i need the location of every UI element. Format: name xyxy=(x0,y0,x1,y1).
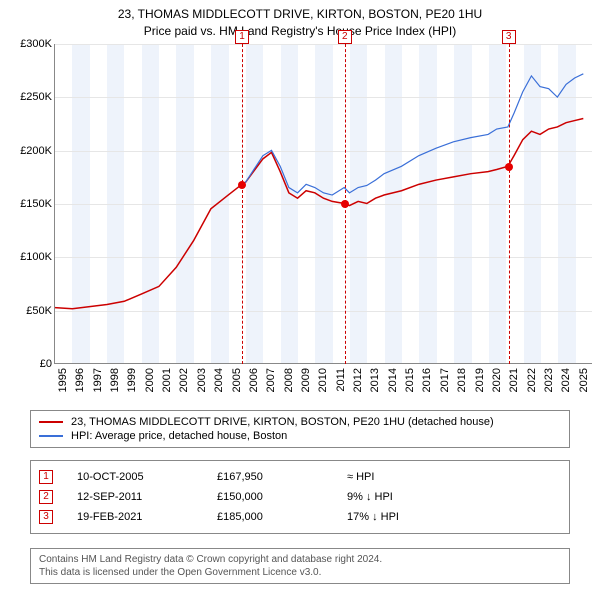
legend-swatch xyxy=(39,421,63,423)
attribution: Contains HM Land Registry data © Crown c… xyxy=(30,548,570,584)
x-tick-label: 2003 xyxy=(196,368,208,392)
x-tick-label: 2017 xyxy=(439,368,451,392)
sale-date: 10-OCT-2005 xyxy=(77,471,217,483)
sale-row: 3 19-FEB-2021£185,00017% ↓ HPI xyxy=(39,507,561,527)
y-tick-label: £50K xyxy=(26,305,52,317)
y-tick-label: £100K xyxy=(20,251,52,263)
x-tick-label: 2005 xyxy=(231,368,243,392)
sale-price: £150,000 xyxy=(217,491,347,503)
sale-number-badge: 2 xyxy=(39,490,53,504)
x-tick-label: 2000 xyxy=(144,368,156,392)
legend-item: 23, THOMAS MIDDLECOTT DRIVE, KIRTON, BOS… xyxy=(39,415,561,429)
sale-date: 12-SEP-2011 xyxy=(77,491,217,503)
sale-hpi-delta: 9% ↓ HPI xyxy=(347,491,561,503)
x-tick-label: 2011 xyxy=(335,368,347,392)
gridline xyxy=(55,311,592,312)
sales-table: 1 10-OCT-2005£167,950≈ HPI 2 12-SEP-2011£15… xyxy=(30,460,570,534)
x-tick-label: 2008 xyxy=(283,368,295,392)
x-tick-label: 2019 xyxy=(474,368,486,392)
sale-number-badge: 1 xyxy=(39,470,53,484)
sale-price: £167,950 xyxy=(217,471,347,483)
sale-date: 19-FEB-2021 xyxy=(77,511,217,523)
x-tick-label: 2025 xyxy=(578,368,590,392)
x-tick-label: 2002 xyxy=(178,368,190,392)
sale-point xyxy=(341,200,349,208)
chart-area: £0£50K£100K£150K£200K£250K£300K 123 1995… xyxy=(8,44,592,404)
sale-number-badge: 3 xyxy=(39,510,53,524)
y-tick-label: £300K xyxy=(20,38,52,50)
x-tick-label: 2018 xyxy=(456,368,468,392)
sale-price: £185,000 xyxy=(217,511,347,523)
x-tick-label: 2016 xyxy=(421,368,433,392)
x-tick-label: 2004 xyxy=(213,368,225,392)
marker-label: 1 xyxy=(235,30,249,44)
legend-label: HPI: Average price, detached house, Bost… xyxy=(71,430,287,442)
x-tick-label: 2006 xyxy=(248,368,260,392)
legend-label: 23, THOMAS MIDDLECOTT DRIVE, KIRTON, BOS… xyxy=(71,416,494,428)
x-tick-label: 1999 xyxy=(126,368,138,392)
marker-label: 3 xyxy=(502,30,516,44)
x-tick-label: 2023 xyxy=(543,368,555,392)
y-axis: £0£50K£100K£150K£200K£250K£300K xyxy=(8,44,54,364)
sale-point xyxy=(238,181,246,189)
sale-row: 1 10-OCT-2005£167,950≈ HPI xyxy=(39,467,561,487)
x-tick-label: 2013 xyxy=(369,368,381,392)
gridline xyxy=(55,151,592,152)
x-tick-label: 2021 xyxy=(508,368,520,392)
gridline xyxy=(55,204,592,205)
sale-hpi-delta: 17% ↓ HPI xyxy=(347,511,561,523)
legend-item: HPI: Average price, detached house, Bost… xyxy=(39,429,561,443)
title-line-1: 23, THOMAS MIDDLECOTT DRIVE, KIRTON, BOS… xyxy=(0,6,600,23)
gridline xyxy=(55,97,592,98)
x-tick-label: 1997 xyxy=(92,368,104,392)
x-tick-label: 2022 xyxy=(526,368,538,392)
y-tick-label: £250K xyxy=(20,91,52,103)
x-tick-label: 2001 xyxy=(161,368,173,392)
sale-row: 2 12-SEP-2011£150,0009% ↓ HPI xyxy=(39,487,561,507)
legend-swatch xyxy=(39,435,63,437)
x-tick-label: 2010 xyxy=(317,368,329,392)
sale-hpi-delta: ≈ HPI xyxy=(347,471,561,483)
x-tick-label: 2012 xyxy=(352,368,364,392)
gridline xyxy=(55,44,592,45)
y-tick-label: £150K xyxy=(20,198,52,210)
marker-line xyxy=(345,34,346,364)
marker-line xyxy=(242,34,243,364)
x-tick-label: 2009 xyxy=(300,368,312,392)
y-tick-label: £0 xyxy=(40,358,52,370)
sale-point xyxy=(505,163,513,171)
y-tick-label: £200K xyxy=(20,145,52,157)
x-tick-label: 2015 xyxy=(404,368,416,392)
x-tick-label: 1996 xyxy=(74,368,86,392)
x-tick-label: 2024 xyxy=(560,368,572,392)
x-tick-label: 2007 xyxy=(265,368,277,392)
marker-label: 2 xyxy=(338,30,352,44)
x-tick-label: 1995 xyxy=(57,368,69,392)
attribution-line-2: This data is licensed under the Open Gov… xyxy=(39,566,561,579)
x-tick-label: 2020 xyxy=(491,368,503,392)
legend: 23, THOMAS MIDDLECOTT DRIVE, KIRTON, BOS… xyxy=(30,410,570,448)
x-tick-label: 1998 xyxy=(109,368,121,392)
plot-region: 123 xyxy=(54,44,592,364)
x-tick-label: 2014 xyxy=(387,368,399,392)
gridline xyxy=(55,257,592,258)
attribution-line-1: Contains HM Land Registry data © Crown c… xyxy=(39,553,561,566)
x-axis: 1995 1996 1997 1998 1999 2000 2001 2002 2003 2004… xyxy=(54,364,592,404)
marker-line xyxy=(509,34,510,364)
